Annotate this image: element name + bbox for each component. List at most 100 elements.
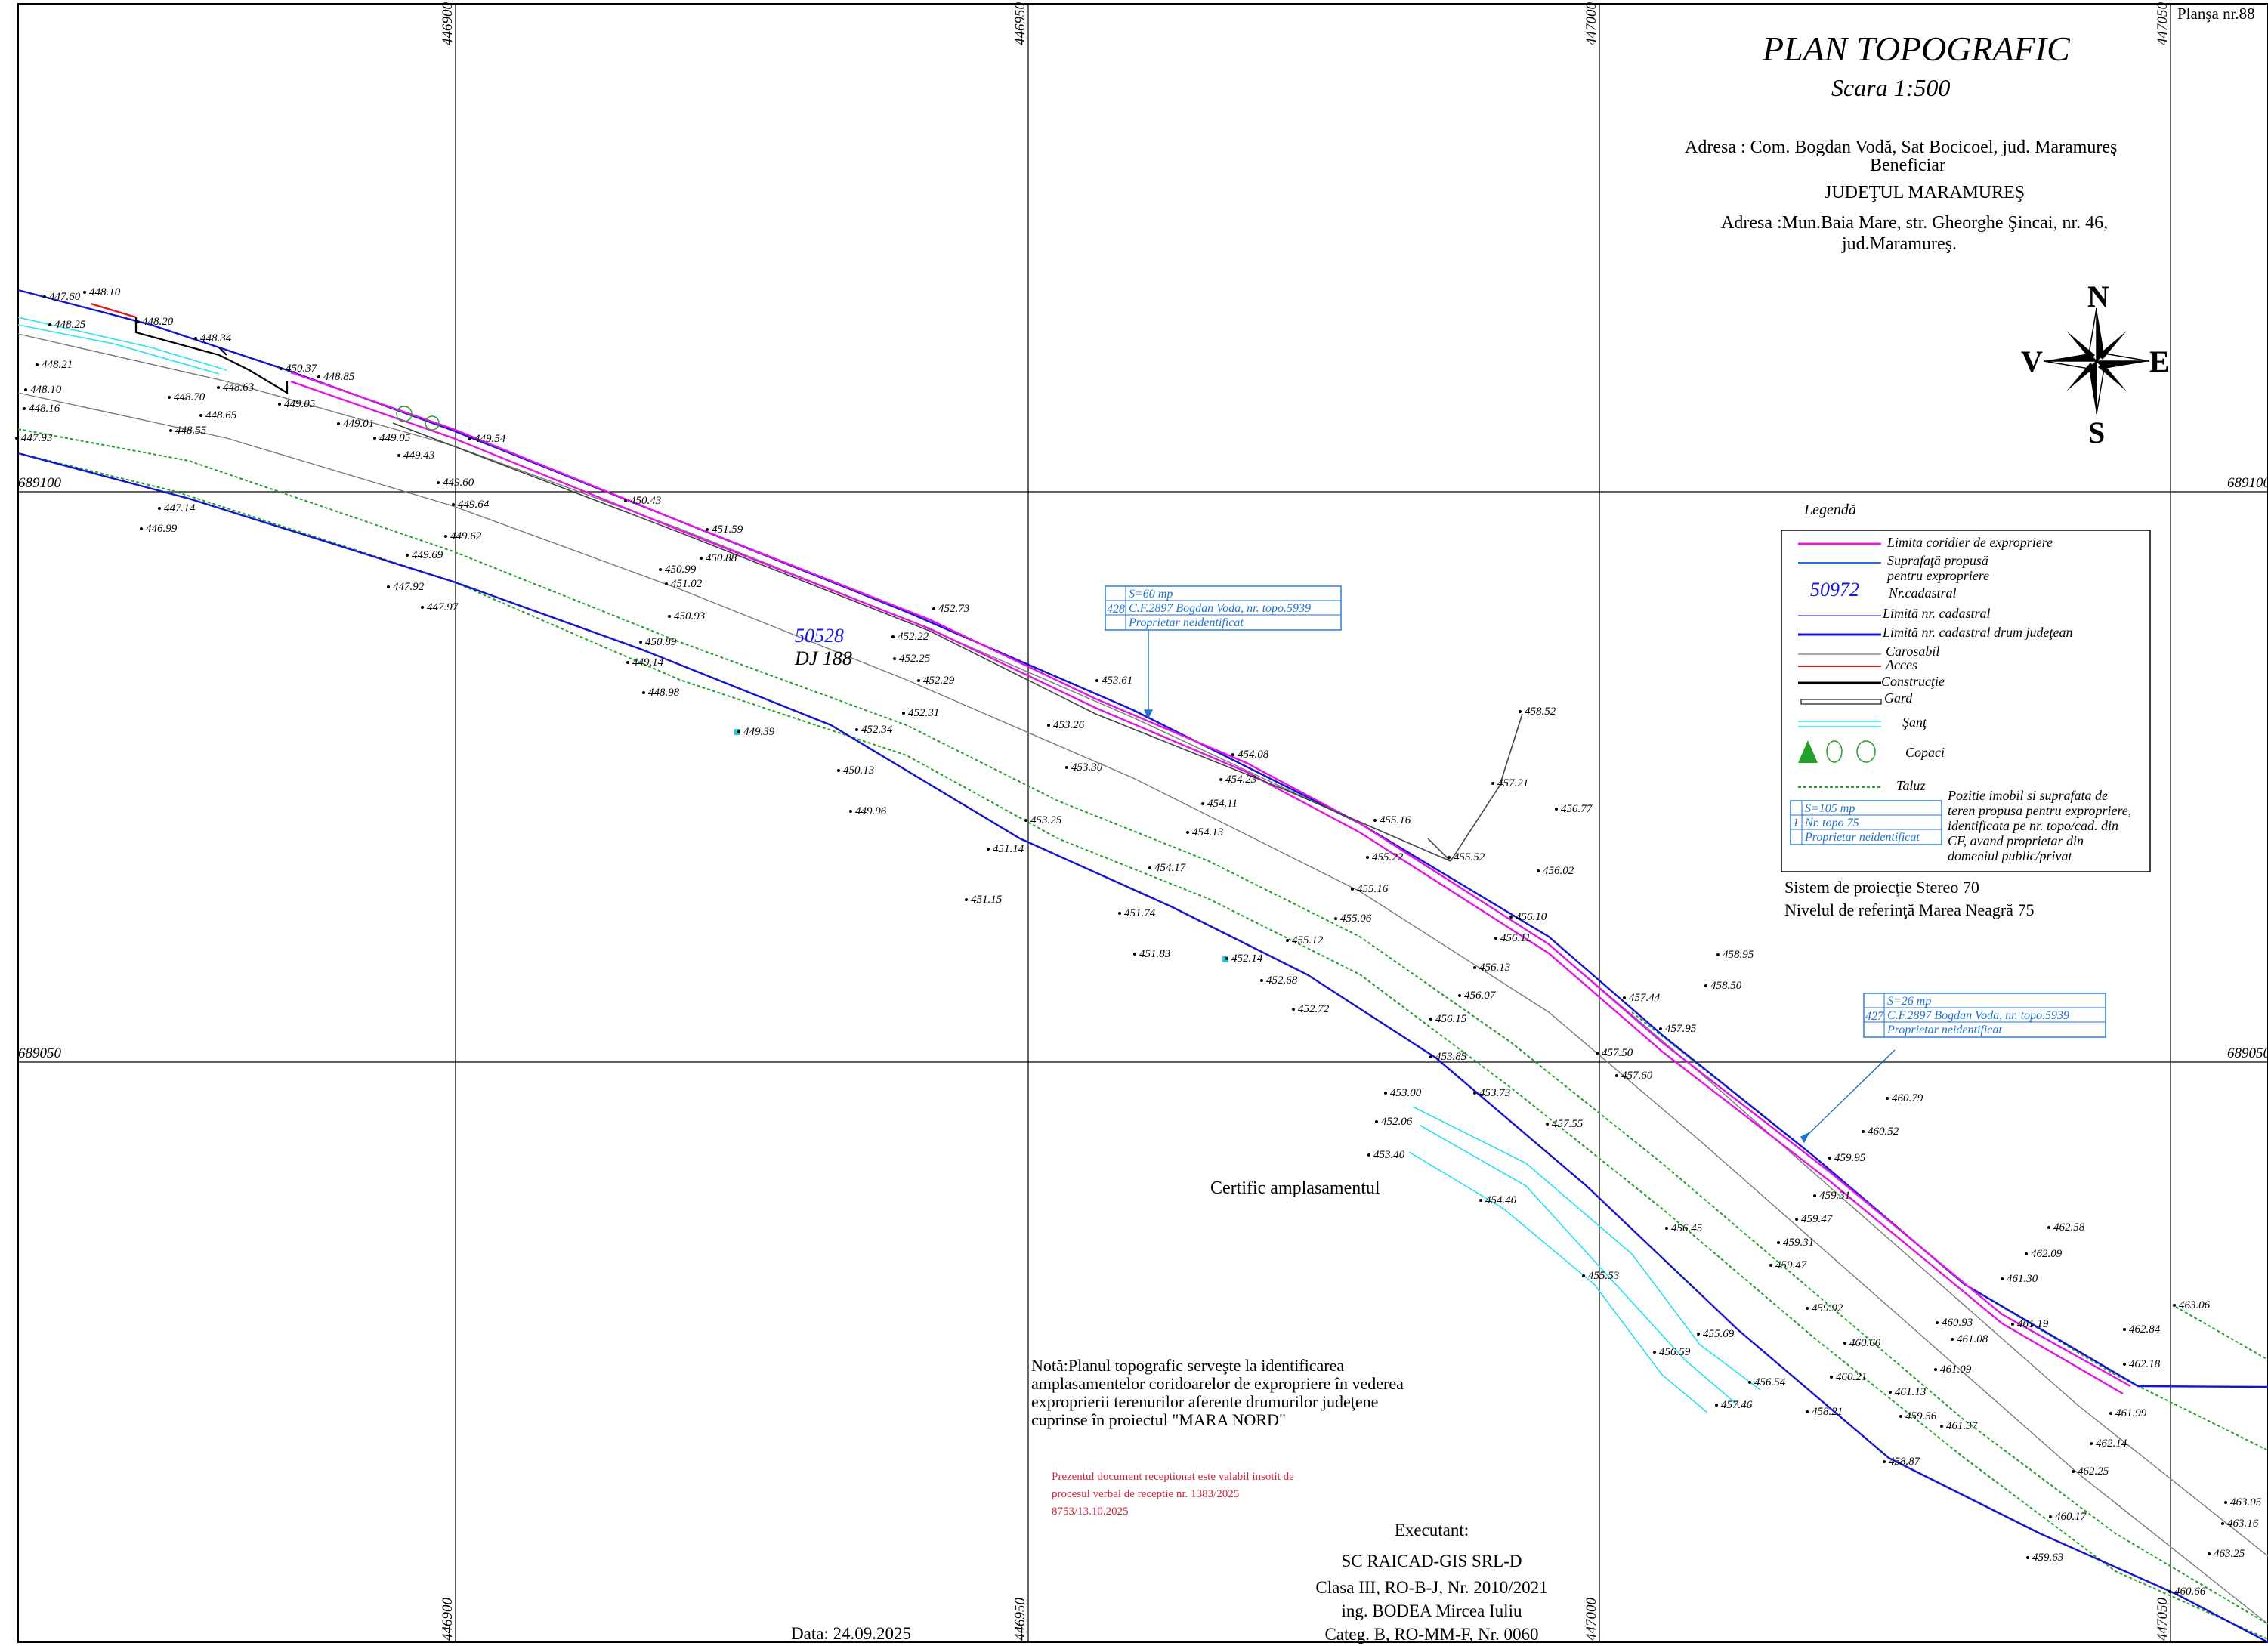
elevation-label: 452.34 bbox=[861, 724, 893, 736]
elevation-label: 455.22 bbox=[1372, 851, 1404, 863]
elevation-dot bbox=[849, 810, 852, 813]
elevation-label: 450.99 bbox=[665, 564, 697, 576]
legend-cadastral-limit: Limită nr. cadastral bbox=[1883, 606, 1991, 621]
elevation-dot bbox=[2123, 1363, 2126, 1366]
elevation-dot bbox=[1260, 979, 1263, 982]
elevation-dot bbox=[1716, 953, 1720, 956]
elevation-point: 455.52 bbox=[1448, 851, 1485, 863]
elevation-point: 449.69 bbox=[406, 549, 443, 561]
elevation-label: 459.92 bbox=[1812, 1302, 1843, 1314]
parcel-428-area: S=60 mp bbox=[1129, 588, 1173, 601]
elevation-label: 458.95 bbox=[1723, 949, 1754, 961]
elevation-label: 456.07 bbox=[1464, 990, 1497, 1002]
elevation-point: 451.59 bbox=[706, 523, 743, 536]
elevation-dot bbox=[2025, 1252, 2028, 1255]
elevation-dot bbox=[373, 437, 376, 440]
executant-class: Clasa III, RO-B-J, Nr. 2010/2021 bbox=[1315, 1578, 1548, 1597]
elevation-point: 451.02 bbox=[665, 578, 703, 590]
elevation-point: 448.21 bbox=[36, 359, 73, 371]
elevation-label: 454.08 bbox=[1238, 749, 1269, 761]
elevation-dot bbox=[893, 657, 896, 660]
elevation-point: 455.06 bbox=[1334, 913, 1372, 925]
elevation-point: 453.73 bbox=[1473, 1087, 1510, 1099]
elevation-label: 456.13 bbox=[1479, 962, 1510, 974]
elevation-point: 448.16 bbox=[23, 403, 60, 415]
elevation-point: 457.46 bbox=[1715, 1399, 1753, 1411]
elevation-dot bbox=[642, 691, 645, 694]
elevation-dot bbox=[1024, 819, 1027, 822]
road-name: DJ 188 bbox=[794, 647, 852, 669]
parcel-428-index: 428 bbox=[1107, 603, 1125, 616]
elevation-dot bbox=[1148, 866, 1151, 869]
elevation-label: 447.97 bbox=[427, 601, 459, 613]
elevation-point: 450.13 bbox=[837, 764, 874, 777]
elevation-label: 451.02 bbox=[671, 578, 703, 590]
elevation-label: 460.79 bbox=[1892, 1092, 1923, 1104]
elevation-dot bbox=[1715, 1404, 1718, 1407]
elevation-point: 454.08 bbox=[1231, 749, 1269, 761]
elevation-dot bbox=[1769, 1264, 1772, 1267]
elevation-dot bbox=[1704, 984, 1707, 987]
elevation-point: 459.47 bbox=[1769, 1259, 1808, 1271]
grid-y-right-2: 689050 bbox=[2227, 1045, 2268, 1061]
elevation-dot bbox=[168, 396, 171, 399]
elevation-point: 446.99 bbox=[140, 523, 178, 535]
elevation-label: 451.15 bbox=[971, 894, 1003, 906]
elevation-label: 453.00 bbox=[1390, 1087, 1422, 1099]
elevation-point: 453.25 bbox=[1024, 814, 1062, 826]
grid-y-left-1: 689100 bbox=[18, 475, 62, 491]
elevation-dot bbox=[169, 429, 172, 432]
elevation-point: 462.18 bbox=[2123, 1358, 2161, 1370]
grid-labels: 446900 446950 447000 447050 446900 44695… bbox=[18, 2, 2268, 1641]
executant-block: Executant: SC RAICAD-GIS SRL-D Clasa III… bbox=[1296, 1518, 1568, 1646]
elevation-dot bbox=[1862, 1130, 1865, 1133]
elevation-point: 452.14 bbox=[1225, 953, 1263, 965]
elevation-point: 448.34 bbox=[194, 332, 232, 344]
parcel-427-area: S=26 mp bbox=[1887, 995, 1931, 1008]
elevation-dot bbox=[194, 337, 197, 340]
elevation-point: 450.99 bbox=[659, 564, 697, 576]
elevation-dot bbox=[1047, 724, 1050, 727]
elevation-dot bbox=[706, 528, 709, 531]
elevation-point: 451.15 bbox=[965, 894, 1003, 906]
elevation-label: 452.72 bbox=[1298, 1003, 1330, 1015]
elevation-point: 454.13 bbox=[1186, 826, 1223, 838]
elevation-label: 458.21 bbox=[1812, 1406, 1843, 1418]
elevation-point: 452.31 bbox=[902, 707, 939, 719]
fence-lines bbox=[392, 422, 1523, 862]
elevation-label: 449.69 bbox=[412, 549, 443, 561]
elevation-label: 451.74 bbox=[1124, 907, 1156, 919]
elevation-point: 461.30 bbox=[2001, 1273, 2038, 1285]
elevation-point: 451.14 bbox=[987, 843, 1024, 855]
elevation-label: 457.95 bbox=[1665, 1023, 1697, 1035]
elevation-label: 456.02 bbox=[1543, 865, 1574, 877]
elevation-point: 454.17 bbox=[1148, 862, 1187, 874]
elevation-dot bbox=[1458, 994, 1461, 997]
elevation-label: 459.31 bbox=[1819, 1190, 1850, 1202]
elevation-label: 463.16 bbox=[2227, 1518, 2259, 1530]
elevation-dot bbox=[965, 898, 968, 901]
elevation-dot bbox=[1795, 1218, 1798, 1221]
elevation-dot bbox=[15, 437, 18, 440]
elevation-point: 459.56 bbox=[1899, 1410, 1937, 1422]
elevation-dot bbox=[1429, 1018, 1432, 1021]
elevation-point: 456.45 bbox=[1665, 1222, 1703, 1234]
elevation-point: 460.93 bbox=[1936, 1317, 1973, 1329]
elevation-point: 452.25 bbox=[893, 653, 931, 665]
elevation-point: 451.83 bbox=[1133, 948, 1170, 960]
stamp-line: procesul verbal de receptie nr. 1383/202… bbox=[1052, 1488, 1240, 1500]
elevation-label: 450.43 bbox=[630, 495, 661, 507]
elevation-dot bbox=[1231, 753, 1234, 756]
elevation-point: 455.12 bbox=[1286, 934, 1324, 947]
legend-access: Acces bbox=[1886, 657, 1917, 672]
elevation-dot bbox=[1351, 888, 1354, 891]
legend-title: Legendă bbox=[1804, 502, 1856, 518]
elevation-point: 453.30 bbox=[1065, 761, 1103, 774]
elevation-dot bbox=[2047, 1226, 2050, 1229]
elevation-point: 457.21 bbox=[1491, 777, 1528, 789]
elevation-dot bbox=[1373, 819, 1377, 822]
elevation-dot bbox=[1936, 1321, 1939, 1324]
elevation-dot bbox=[1286, 939, 1289, 942]
elevation-label: 460.21 bbox=[1836, 1371, 1867, 1383]
elevation-point: 454.23 bbox=[1219, 774, 1256, 786]
